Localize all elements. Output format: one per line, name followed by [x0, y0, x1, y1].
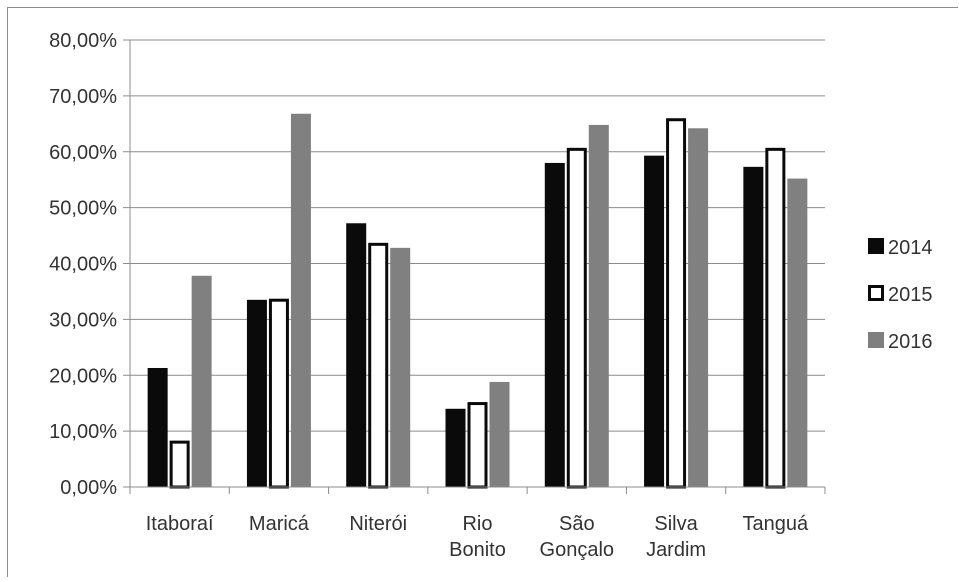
y-axis-tick-labels: 0,00% 10,00% 20,00% 30,00% 40,00% 50,00% 60,00… [49, 30, 117, 499]
y-tick-label: 80,00% [49, 30, 117, 52]
y-tick-label: 30,00% [49, 309, 117, 331]
bar-2015 [666, 118, 687, 489]
bar-2015 [765, 147, 786, 489]
bar-2014 [743, 166, 764, 487]
bar-2016 [390, 247, 411, 487]
legend-swatch-2016 [868, 332, 884, 348]
legend-swatch-2014 [868, 238, 884, 254]
bar-2015 [467, 402, 488, 489]
bars [147, 113, 808, 489]
bar-2016 [588, 124, 609, 488]
bar-2015 [169, 440, 190, 489]
bar-2014 [147, 367, 168, 487]
bar-2016 [489, 381, 510, 487]
x-tick-label: Niterói [349, 513, 407, 535]
y-tick-label: 60,00% [49, 142, 117, 164]
x-tick-label: Bonito [449, 539, 506, 561]
y-tick-label: 40,00% [49, 254, 117, 276]
bar-2015 [368, 242, 389, 489]
x-axis-tick-labels: Itaboraí Maricá Niterói Rio Bonito São Gonçalo… [146, 513, 809, 561]
x-tick-label: Tanguá [743, 513, 809, 535]
legend-label-2014: 2014 [888, 237, 933, 259]
bar-2014 [544, 162, 565, 488]
x-tick-label: Maricá [249, 513, 310, 535]
y-tick-label: 10,00% [49, 421, 117, 443]
legend-label-2016: 2016 [888, 331, 933, 353]
legend-swatch-2015 [868, 285, 884, 301]
legend: 2014 2015 2016 [868, 237, 933, 353]
legend-label-2015: 2015 [888, 284, 933, 306]
bar-2015 [566, 147, 587, 489]
y-tick-label: 50,00% [49, 198, 117, 220]
bar-2016 [787, 178, 808, 487]
x-tick-label: Rio [462, 513, 492, 535]
bar-2014 [445, 408, 466, 487]
bar-2014 [644, 155, 665, 487]
x-tick-label: Jardim [646, 539, 706, 561]
x-tick-label: São [559, 513, 595, 535]
x-tick-label: Gonçalo [540, 539, 615, 561]
x-tick-label: Itaboraí [146, 513, 214, 535]
gridlines [130, 39, 825, 432]
bar-2014 [346, 223, 367, 487]
y-tick-label: 70,00% [49, 86, 117, 108]
bar-2016 [191, 275, 212, 487]
y-tick-label: 0,00% [60, 477, 117, 499]
y-tick-label: 20,00% [49, 365, 117, 387]
bar-2015 [268, 298, 289, 489]
axes [123, 39, 826, 494]
x-tick-label: Silva [654, 513, 698, 535]
bar-2016 [688, 128, 709, 487]
bar-2014 [246, 299, 267, 487]
bar-2016 [290, 113, 311, 487]
